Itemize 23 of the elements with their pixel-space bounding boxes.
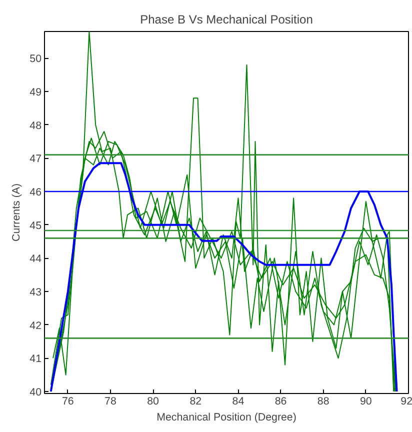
y-tick-label: 41 (30, 353, 42, 366)
y-tick-label: 44 (30, 253, 42, 266)
x-axis-title: Mechanical Position (Degree) (156, 412, 296, 424)
y-tick-label: 49 (30, 86, 42, 98)
y-axis-title: Currents (A) (10, 183, 23, 242)
x-tick-label: 76 (62, 396, 74, 408)
x-tick-label: 86 (274, 396, 287, 408)
y-tick-label: 43 (30, 286, 42, 298)
y-tick-label: 47 (30, 153, 42, 166)
x-tick-label: 78 (104, 396, 116, 408)
x-tick-label: 84 (232, 396, 244, 408)
y-tick-label: 42 (30, 320, 42, 332)
x-tick-label: 80 (147, 396, 160, 408)
y-tick-label: 46 (30, 186, 42, 198)
chart-title: Phase B Vs Mechanical Position (140, 12, 313, 26)
x-tick-label: 92 (400, 396, 412, 408)
x-tick-label: 90 (360, 396, 372, 408)
y-tick-label: 50 (30, 53, 42, 66)
y-tick-label: 45 (30, 220, 42, 232)
x-tick-label: 88 (317, 396, 330, 408)
x-tick-label: 82 (190, 396, 202, 408)
y-tick-label: 40 (30, 386, 42, 398)
y-tick-label: 48 (30, 120, 42, 132)
